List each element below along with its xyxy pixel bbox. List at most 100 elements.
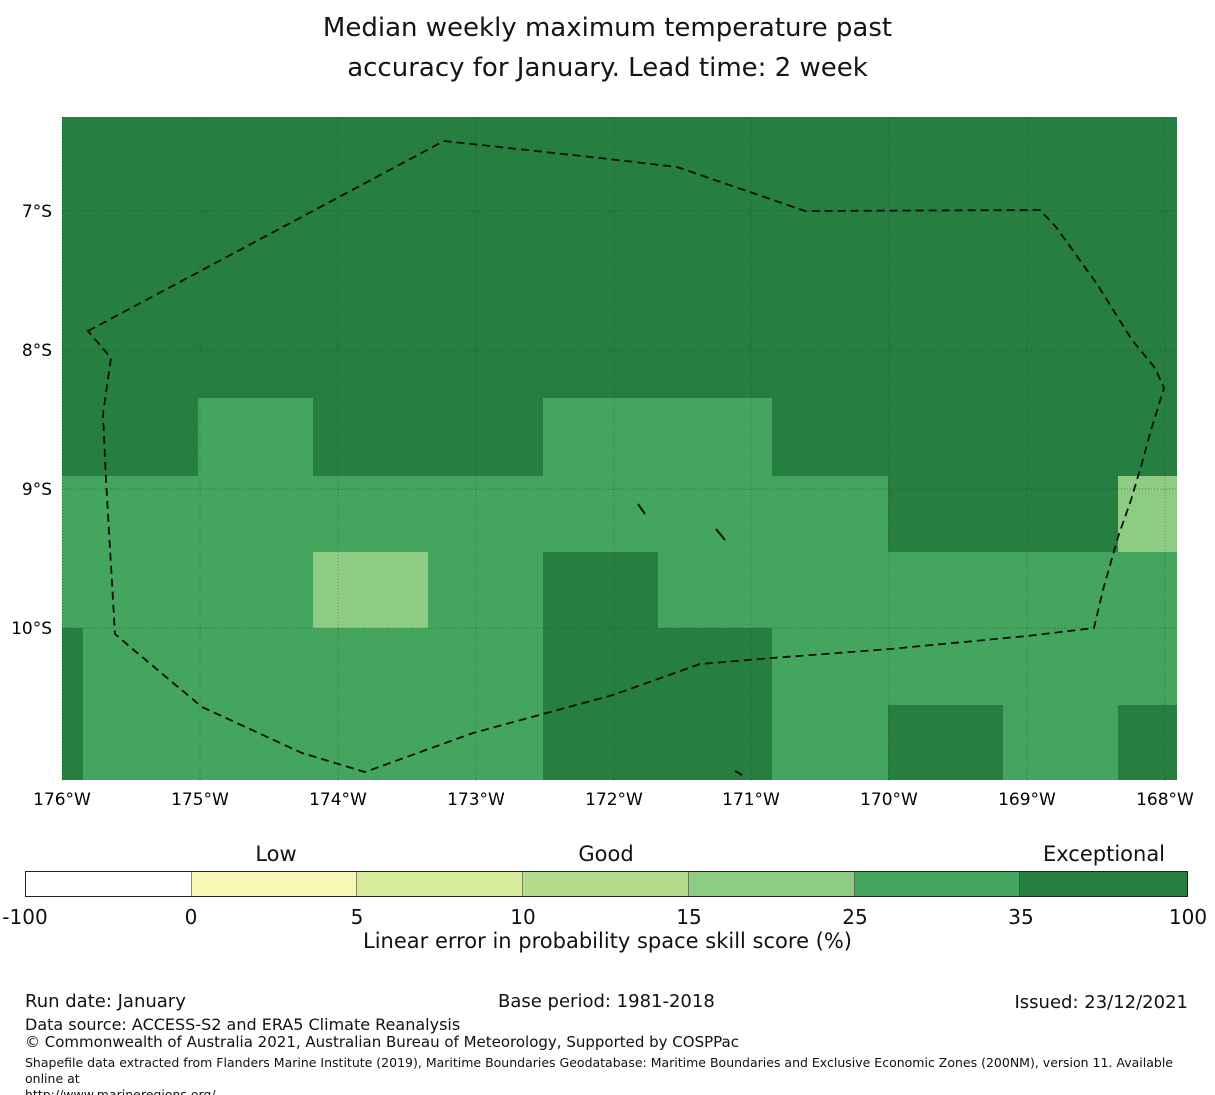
- map-cell: [198, 705, 313, 780]
- map-cell: [888, 552, 1003, 628]
- map-cell: [83, 476, 198, 552]
- map-cell: [428, 398, 543, 476]
- map-cell: [1118, 117, 1177, 398]
- x-tick-label: 168°W: [1136, 790, 1194, 810]
- map-cell: [658, 117, 772, 398]
- run-date-text: Run date: January: [25, 991, 186, 1012]
- colorbar-tick-label: 15: [676, 905, 702, 929]
- map-cell: [1118, 552, 1177, 628]
- map-cell: [83, 628, 198, 705]
- map-cell: [1003, 117, 1118, 398]
- shapefile-credit-line1: Shapefile data extracted from Flanders M…: [25, 1055, 1173, 1086]
- map-cell: [658, 628, 772, 705]
- map-cell: [198, 552, 313, 628]
- map-cell: [888, 117, 1003, 398]
- map-cell: [62, 552, 83, 628]
- map-cell: [313, 552, 428, 628]
- map-cell: [658, 552, 772, 628]
- map-cell: [83, 398, 198, 476]
- map-cell: [428, 552, 543, 628]
- map-cell: [658, 705, 772, 780]
- chart-title-line1: Median weekly maximum temperature past: [322, 13, 893, 43]
- shapefile-credit-line2: http://www.marineregions.org/.: [25, 1087, 220, 1095]
- x-tick-label: 169°W: [998, 790, 1056, 810]
- colorbar-segment: [26, 872, 192, 896]
- map-cell: [543, 552, 658, 628]
- map-cell: [543, 476, 658, 552]
- map-cell: [313, 117, 428, 398]
- colorbar-segment: [854, 872, 1021, 896]
- map-cell: [772, 476, 888, 552]
- colorbar-axis-label: Linear error in probability space skill …: [363, 929, 852, 953]
- map-cell: [1118, 476, 1177, 552]
- map-cell: [428, 628, 543, 705]
- map-cell: [772, 552, 888, 628]
- chart-title: Median weekly maximum temperature past a…: [0, 8, 1215, 88]
- colorbar-segment: [191, 872, 358, 896]
- map-cell: [1003, 705, 1118, 780]
- map-cell: [313, 398, 428, 476]
- map-cell: [83, 705, 198, 780]
- map-cell: [1118, 705, 1177, 780]
- map-cell: [658, 476, 772, 552]
- map-cell: [428, 117, 543, 398]
- island-mark: [715, 528, 726, 541]
- shapefile-credit-text: Shapefile data extracted from Flanders M…: [25, 1055, 1195, 1095]
- island-mark: [734, 770, 743, 776]
- map-cell: [888, 705, 1003, 780]
- x-tick-label: 175°W: [171, 790, 229, 810]
- base-period-text: Base period: 1981-2018: [498, 991, 715, 1012]
- x-tick-label: 173°W: [447, 790, 505, 810]
- map-cell: [1003, 552, 1118, 628]
- map-cell: [83, 552, 198, 628]
- map-cell: [888, 398, 1003, 476]
- colorbar-segment: [1020, 872, 1188, 896]
- colorbar-tick-label: 5: [350, 905, 364, 929]
- island-mark: [637, 503, 646, 515]
- colorbar-tick-label: 100: [1168, 905, 1208, 929]
- colorbar-band-low: Low: [255, 842, 297, 866]
- map-cell: [543, 398, 658, 476]
- colorbar-band-exceptional: Exceptional: [1042, 842, 1166, 866]
- map-cell: [198, 476, 313, 552]
- map-cell: [62, 476, 83, 552]
- map-cell: [1118, 398, 1177, 476]
- colorbar-segment: [688, 872, 855, 896]
- map-cell: [772, 117, 888, 398]
- colorbar-band-good: Good: [578, 842, 634, 866]
- map-cell: [1003, 476, 1118, 552]
- map-cell: [543, 628, 658, 705]
- x-tick-label: 174°W: [309, 790, 367, 810]
- map-cell: [198, 117, 313, 398]
- chart-title-line2: accuracy for January. Lead time: 2 week: [347, 53, 868, 83]
- colorbar-tick-label: 35: [1008, 905, 1034, 929]
- y-tick-label: 10°S: [11, 619, 52, 639]
- map-cell: [198, 398, 313, 476]
- map-cell: [62, 117, 83, 398]
- map-cell: [543, 705, 658, 780]
- y-tick-label: 9°S: [22, 480, 52, 500]
- x-tick-label: 172°W: [585, 790, 643, 810]
- map-cell: [1003, 398, 1118, 476]
- colorbar: [25, 871, 1188, 897]
- map-cell: [658, 398, 772, 476]
- map-cell: [83, 117, 198, 398]
- map-cell: [1118, 628, 1177, 705]
- colorbar-segment: [523, 872, 689, 896]
- colorbar-tick-label: 0: [184, 905, 198, 929]
- colorbar-tick-label: -100: [2, 905, 48, 929]
- map-cell: [62, 398, 83, 476]
- map-cell: [313, 476, 428, 552]
- y-tick-label: 7°S: [22, 202, 52, 222]
- map-cell: [888, 628, 1003, 705]
- eez-boundary: [86, 140, 1165, 773]
- copyright-text: © Commonwealth of Australia 2021, Austra…: [25, 1033, 739, 1051]
- x-tick-label: 176°W: [33, 790, 91, 810]
- map-cell: [772, 705, 888, 780]
- map-cell: [62, 628, 83, 705]
- map-cell: [543, 117, 658, 398]
- map-cell: [772, 398, 888, 476]
- x-tick-label: 170°W: [860, 790, 918, 810]
